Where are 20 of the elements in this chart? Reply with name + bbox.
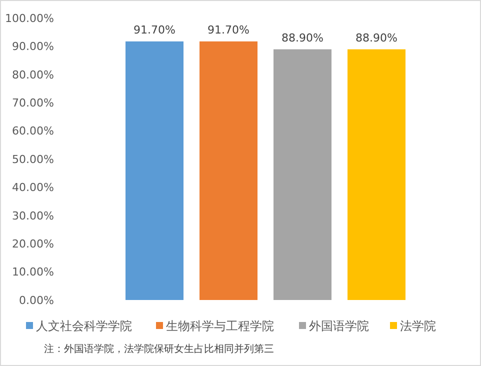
text: 注：外国语学院，法学院保研女生占比相同并列第三 (44, 343, 274, 355)
y-tick-label: 100.00% (5, 12, 54, 25)
data-label: 91.70% (208, 23, 250, 36)
data-label: 91.70% (134, 23, 176, 36)
data-label: 88.90% (282, 31, 324, 44)
y-tick-label: 90.00% (12, 40, 54, 54)
legend-label: 生物科学与工程学院 (166, 319, 274, 334)
y-tick-label: 0.00% (19, 294, 54, 307)
y-tick-label: 80.00% (12, 68, 54, 82)
y-tick-label: 10.00% (12, 266, 54, 279)
legend-label: 法学院 (400, 319, 436, 334)
legend-label: 外国语学院 (309, 319, 369, 334)
data-label: 88.90% (356, 31, 398, 44)
y-tick-label: 30.00% (12, 209, 54, 222)
y-tick-label: 50.00% (12, 152, 54, 166)
y-tick-label: 70.00% (12, 96, 54, 110)
y-tick-label: 20.00% (12, 237, 54, 250)
legend-label: 人文社会科学学院 (36, 319, 132, 334)
y-tick-label: 60.00% (12, 124, 54, 138)
y-tick-label: 40.00% (12, 181, 54, 194)
